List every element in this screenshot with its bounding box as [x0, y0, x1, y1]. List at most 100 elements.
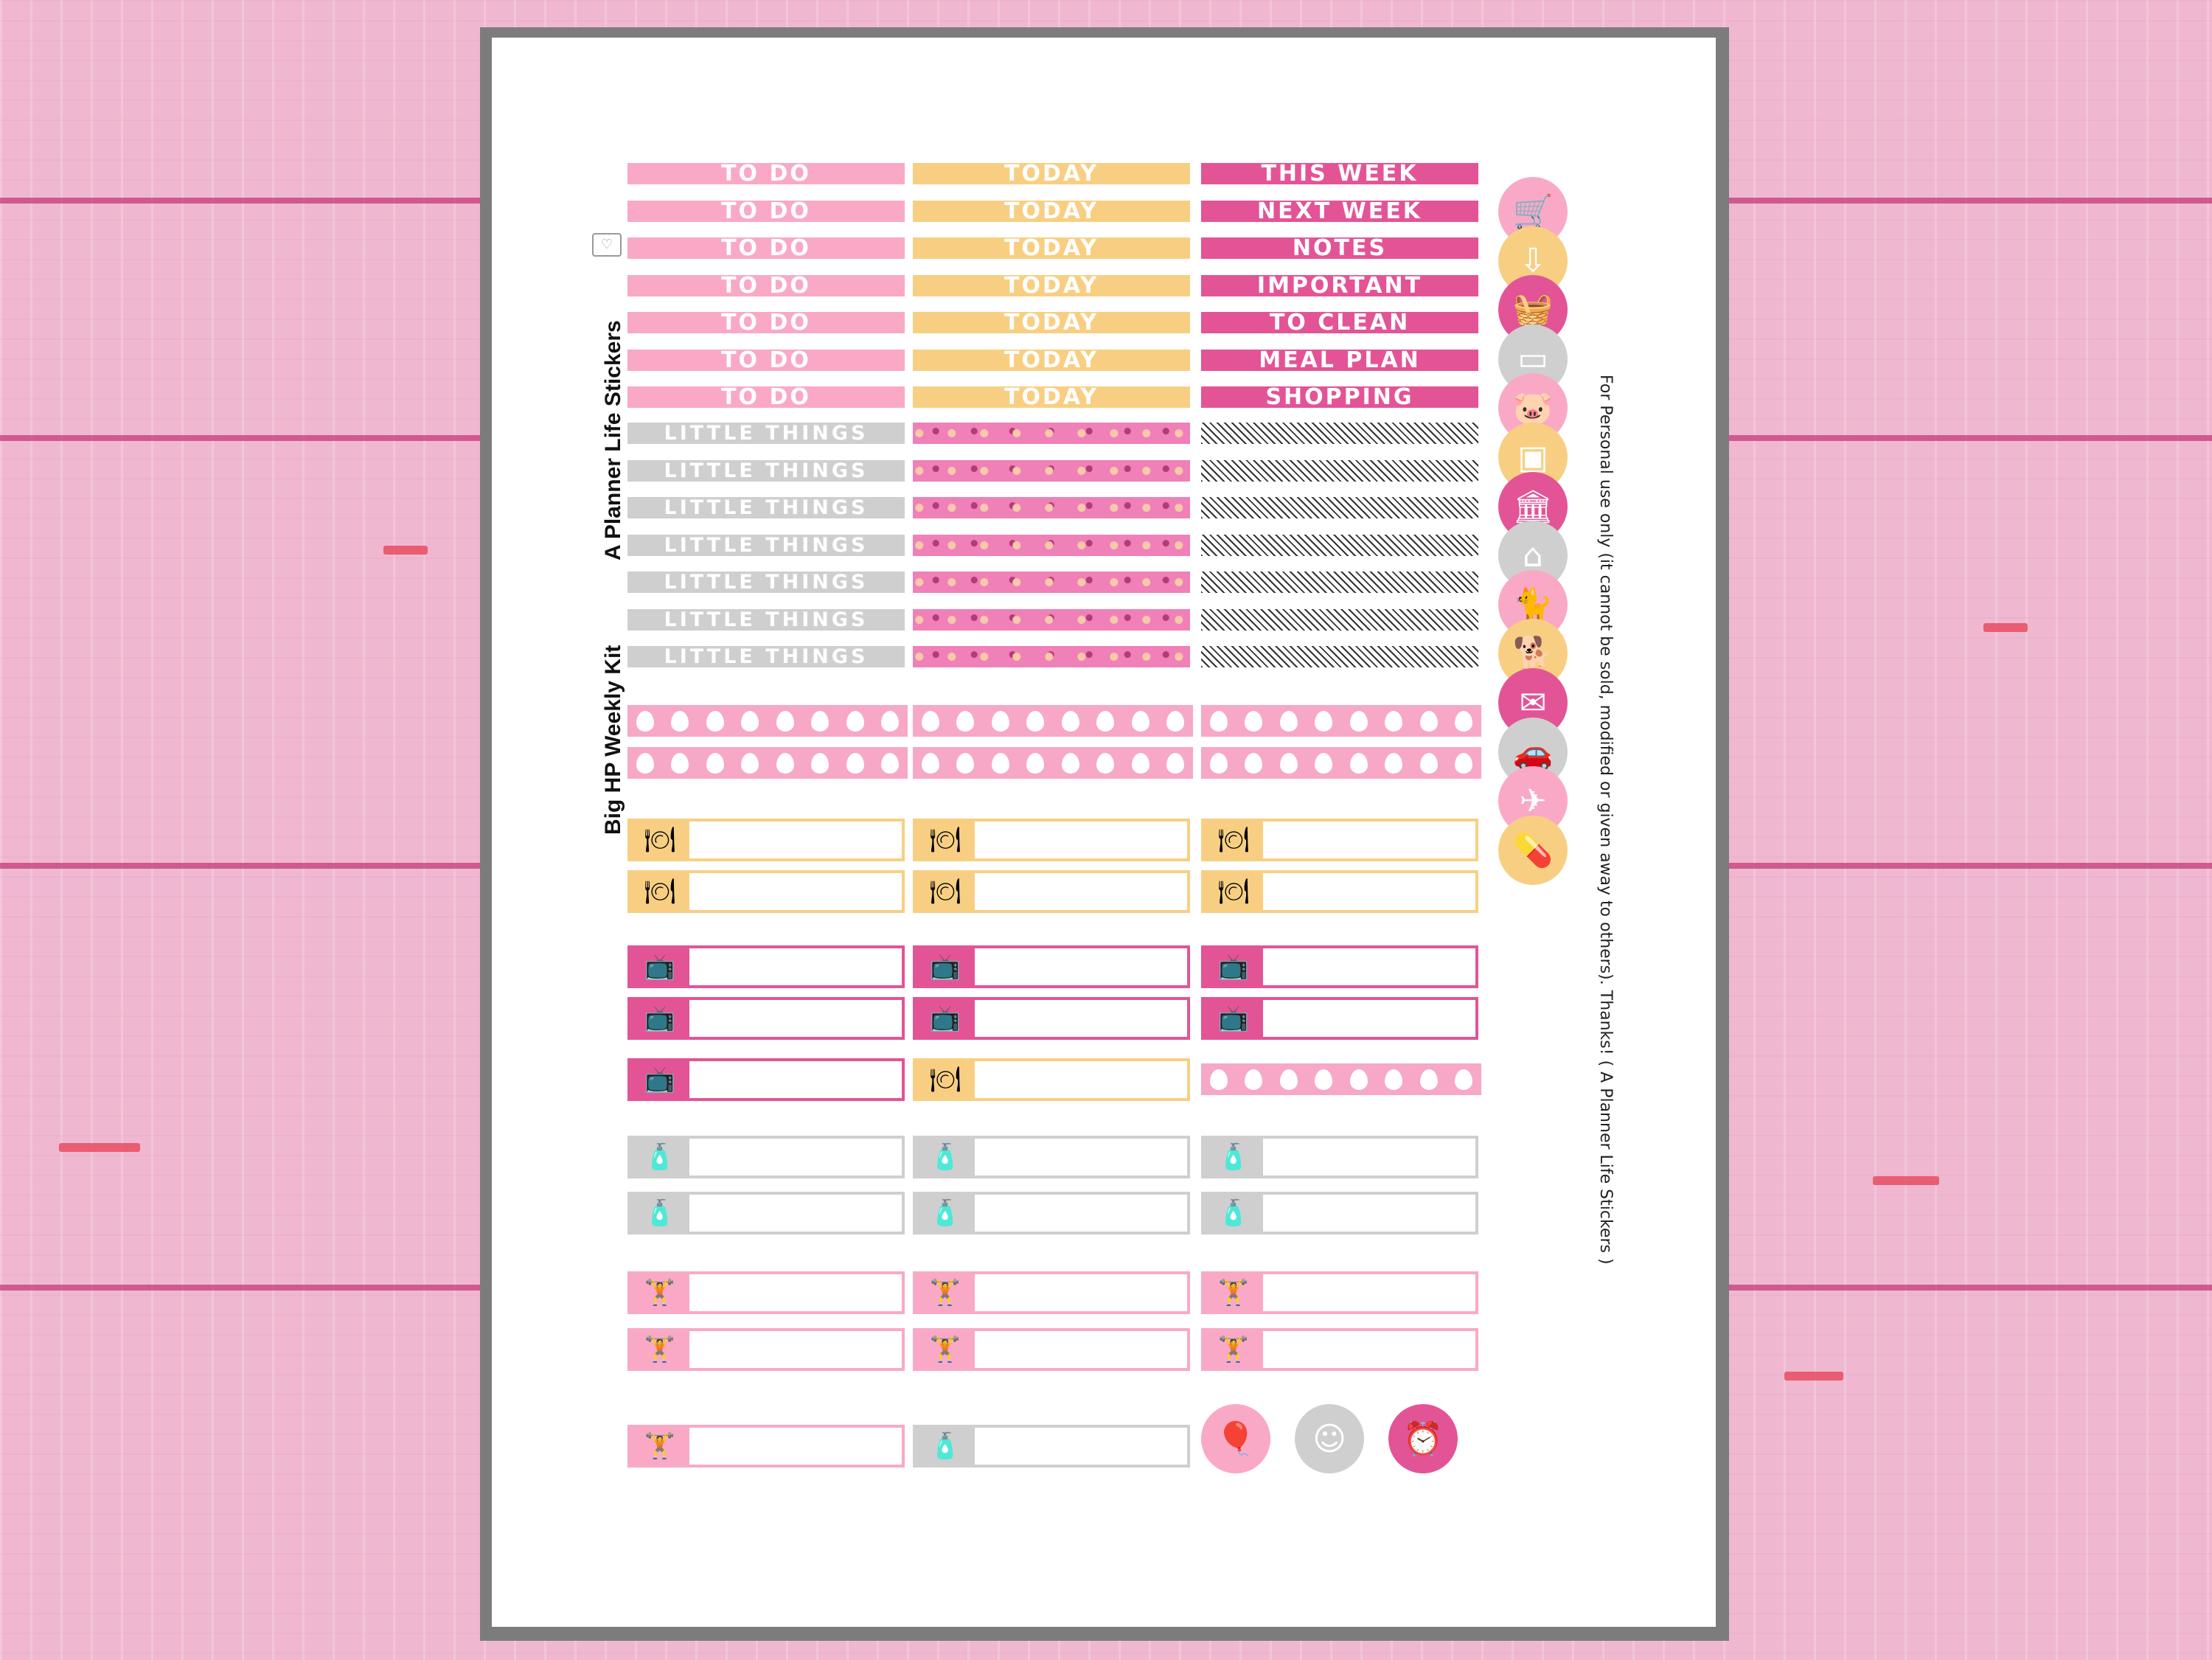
pill-icon: 💊: [1498, 815, 1568, 885]
water-drop-icon: [706, 710, 724, 732]
label-to-clean: TO CLEAN: [1201, 310, 1478, 336]
checkbox-sticker: 🍽: [913, 819, 1190, 861]
washi-strip-floral: [913, 534, 1190, 556]
washi-strip-floral: [913, 608, 1190, 631]
tv-icon: 📺: [630, 1061, 689, 1098]
checkbox-sticker: 🏋: [913, 1271, 1190, 1314]
water-drop-icon: [636, 752, 654, 774]
checkbox-sticker: 📺: [1201, 997, 1478, 1040]
meal-icon: 🍽: [916, 1061, 975, 1098]
water-drop-icon: [1315, 752, 1333, 774]
meal-icon: 🍽: [1204, 822, 1263, 858]
meal-icon: 🍽: [916, 822, 975, 858]
label-to-do: TO DO: [627, 273, 905, 299]
water-drop-icon: [956, 710, 975, 732]
water-drop-icon: [1315, 710, 1333, 732]
checkbox-sticker: 📺: [1201, 945, 1478, 988]
water-tracker-strip: [1201, 747, 1481, 779]
label-little-things: LITTLE THINGS: [627, 422, 905, 445]
water-drop-icon: [921, 752, 939, 774]
checkbox-sticker: 🏋: [913, 1328, 1190, 1371]
washi-strip-monochrome: [1201, 608, 1478, 631]
paint-chip: [383, 546, 428, 555]
meal-icon: 🍽: [630, 822, 689, 858]
dumbbell-icon: 🏋: [630, 1428, 689, 1465]
water-drop-icon: [776, 752, 794, 774]
kit-title: Big HP Weekly Kit: [601, 645, 625, 835]
water-drop-icon: [956, 752, 975, 774]
label-today: TODAY: [913, 310, 1190, 336]
label-next-week: NEXT WEEK: [1201, 198, 1478, 224]
water-drop-icon: [846, 752, 864, 774]
water-drop-icon: [1096, 710, 1115, 732]
checkbox-sticker: 📺: [913, 945, 1190, 988]
paint-chip: [59, 1143, 140, 1152]
checkbox-sticker: 🧴: [913, 1192, 1190, 1234]
balloon-icon: 🎈: [1201, 1404, 1270, 1473]
label-little-things: LITTLE THINGS: [627, 534, 905, 557]
water-drop-icon: [811, 752, 830, 774]
dumbbell-icon: 🏋: [916, 1331, 975, 1368]
water-drop-icon: [1209, 1069, 1228, 1090]
water-drop-icon: [671, 710, 689, 732]
water-drop-icon: [921, 710, 939, 732]
label-little-things: LITTLE THINGS: [627, 645, 905, 668]
checkbox-sticker: 🏋: [1201, 1271, 1478, 1314]
checkbox-sticker: 📺: [627, 1058, 905, 1101]
water-tracker-strip: [1201, 1063, 1481, 1095]
water-drop-icon: [1026, 752, 1045, 774]
water-drop-icon: [991, 710, 1009, 732]
washi-strip-monochrome: [1201, 497, 1478, 518]
water-tracker-strip: [627, 747, 908, 779]
water-drop-icon: [1455, 1069, 1473, 1090]
label-today: TODAY: [913, 235, 1190, 261]
brand-logo-icon: ♡: [592, 233, 622, 257]
checkbox-sticker: 🍽: [1201, 819, 1478, 861]
checkbox-sticker: 🏋: [627, 1271, 905, 1314]
paint-chip: [1784, 1372, 1843, 1381]
label-little-things: LITTLE THINGS: [627, 571, 905, 594]
checkbox-sticker: 🏋: [627, 1328, 905, 1371]
usage-notice: For Personal use only (it cannot be sold…: [1596, 375, 1615, 1265]
meal-icon: 🍽: [916, 873, 975, 910]
washi-strip-floral: [913, 459, 1190, 482]
water-drop-icon: [1419, 710, 1438, 732]
washi-strip-monochrome: [1201, 459, 1478, 482]
label-to-do: TO DO: [627, 161, 905, 187]
spray-bottle-icon: 🧴: [916, 1428, 975, 1465]
water-drop-icon: [1349, 752, 1368, 774]
checkbox-sticker: 📺: [913, 997, 1190, 1040]
water-drop-icon: [881, 710, 900, 732]
washi-strip-floral: [913, 423, 1190, 444]
water-drop-icon: [811, 710, 830, 732]
washi-strip-floral: [913, 497, 1190, 518]
water-drop-icon: [1061, 710, 1079, 732]
water-drop-icon: [1279, 710, 1298, 732]
dumbbell-icon: 🏋: [630, 1274, 689, 1311]
label-today: TODAY: [913, 273, 1190, 299]
tv-icon: 📺: [630, 948, 689, 985]
water-drop-icon: [1455, 752, 1473, 774]
water-drop-icon: [1385, 1069, 1403, 1090]
checkbox-sticker: 🍽: [1201, 870, 1478, 913]
water-drop-icon: [671, 752, 689, 774]
water-drop-icon: [1419, 1069, 1438, 1090]
label-little-things: LITTLE THINGS: [627, 496, 905, 519]
water-drop-icon: [1385, 752, 1403, 774]
water-drop-icon: [1455, 710, 1473, 732]
water-drop-icon: [1131, 710, 1150, 732]
checkbox-sticker: 🧴: [1201, 1136, 1478, 1178]
label-shopping: SHOPPING: [1201, 384, 1478, 410]
alarm-clock-icon: ⏰: [1388, 1404, 1458, 1473]
water-drop-icon: [741, 752, 759, 774]
washi-strip-monochrome: [1201, 423, 1478, 444]
checkbox-sticker: 🧴: [1201, 1192, 1478, 1234]
water-drop-icon: [1279, 1069, 1298, 1090]
label-important: IMPORTANT: [1201, 273, 1478, 299]
water-drop-icon: [776, 710, 794, 732]
water-drop-icon: [1096, 752, 1115, 774]
spray-bottle-icon: 🧴: [630, 1139, 689, 1175]
water-drop-icon: [1245, 752, 1263, 774]
label-notes: NOTES: [1201, 235, 1478, 261]
checkbox-sticker: 🧴: [913, 1136, 1190, 1178]
